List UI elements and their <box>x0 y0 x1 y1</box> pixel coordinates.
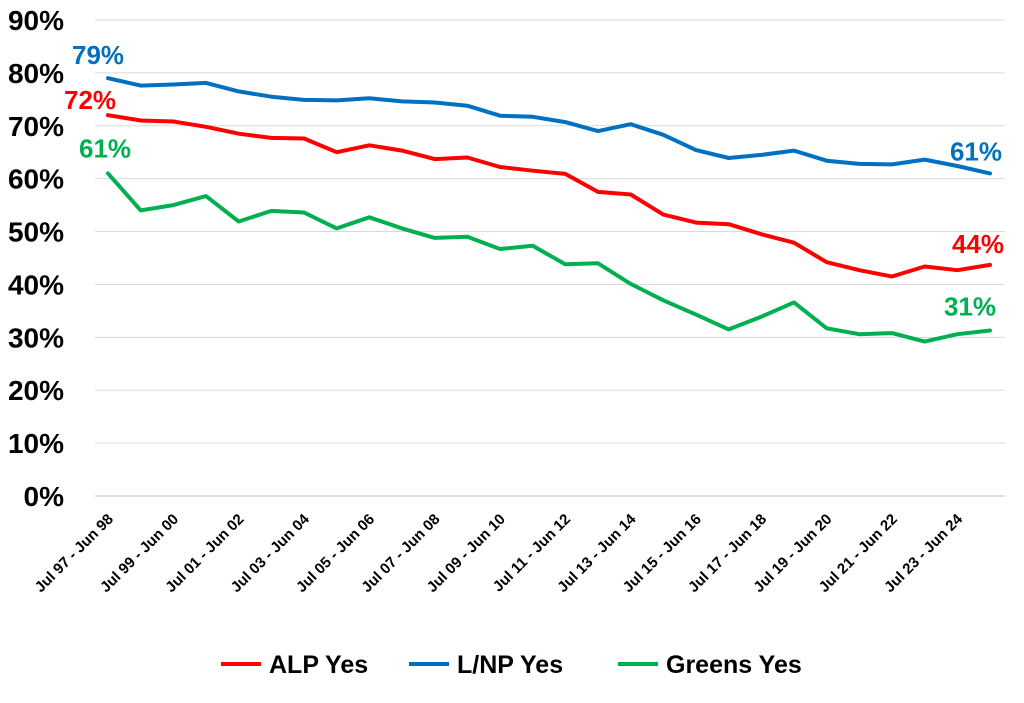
y-tick-label: 70% <box>8 111 64 142</box>
y-tick-label: 0% <box>24 481 65 512</box>
y-tick-label: 60% <box>8 164 64 195</box>
series-line-0 <box>106 113 992 279</box>
y-tick-label: 30% <box>8 322 64 353</box>
y-tick-label: 80% <box>8 58 64 89</box>
legend-label: L/NP Yes <box>457 651 563 679</box>
first-value-label: 72% <box>64 85 116 115</box>
gridlines <box>95 19 1005 497</box>
last-value-label: 44% <box>952 229 1004 259</box>
first-value-label: 79% <box>72 40 124 70</box>
series-line-1 <box>106 76 992 176</box>
series-lines <box>106 76 992 344</box>
series-line-2 <box>106 171 992 344</box>
y-axis-ticks: 0% 10% 20% 30% 40% 50% 60% 70% 80% 90% <box>8 5 64 512</box>
legend: ALP Yes L/NP Yes Greens Yes <box>221 651 802 679</box>
legend-label: ALP Yes <box>269 651 368 679</box>
last-value-label: 61% <box>950 136 1002 166</box>
y-tick-label: 10% <box>8 428 64 459</box>
legend-label: Greens Yes <box>666 651 802 679</box>
y-tick-label: 20% <box>8 375 64 406</box>
last-value-label: 31% <box>944 291 996 321</box>
y-tick-label: 50% <box>8 217 64 248</box>
y-tick-label: 90% <box>8 5 64 36</box>
y-tick-label: 40% <box>8 269 64 300</box>
end-labels: 72% 44% 79% 61% 61% 31% <box>64 40 1004 321</box>
first-value-label: 61% <box>79 133 131 163</box>
